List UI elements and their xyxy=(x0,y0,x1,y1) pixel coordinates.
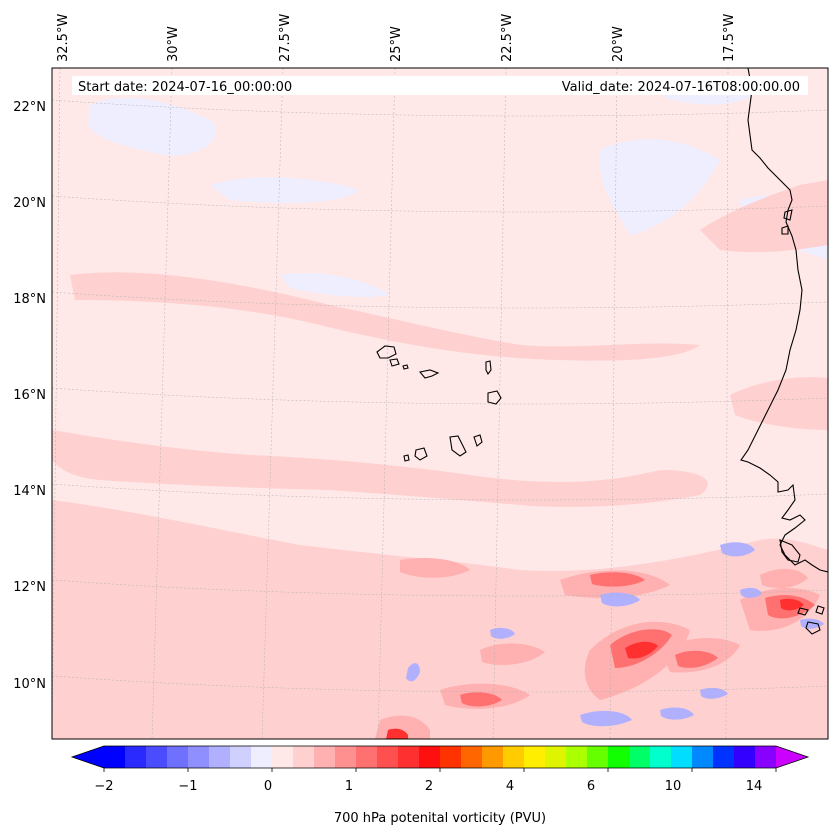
cb-tick-label-14: 14 xyxy=(746,779,763,794)
colorbar-title: 700 hPa potenital vorticity (PVU) xyxy=(334,811,546,826)
colorbar-cell xyxy=(692,746,714,768)
lon-label-20w: 20°W xyxy=(611,26,626,62)
colorbar-cell xyxy=(314,746,336,768)
island-sal xyxy=(485,360,492,376)
colorbar-cell xyxy=(734,746,756,768)
cb-tick-label-0: 0 xyxy=(264,779,272,794)
colorbar-cell xyxy=(356,746,378,768)
colorbar-cell xyxy=(482,746,504,768)
coast-detail-6 xyxy=(781,225,789,235)
coast-detail-4 xyxy=(805,621,821,635)
colorbar-cell xyxy=(335,746,357,768)
africa-coast xyxy=(740,68,828,573)
colorbar-cell xyxy=(188,746,210,768)
lon-label-27-5w: 27.5°W xyxy=(278,14,293,62)
lat-label-12n: 12°N xyxy=(13,580,46,595)
colorbar-cell xyxy=(125,746,147,768)
colorbar-cell xyxy=(209,746,231,768)
cb-tick-label-10: 10 xyxy=(665,779,682,794)
cb-tick-label-1: 1 xyxy=(345,779,353,794)
cb-tick-label-6: 6 xyxy=(587,779,595,794)
colorbar-tick-labels: −2 −1 0 1 2 4 6 10 14 xyxy=(94,779,762,794)
island-sao-nicolau xyxy=(418,369,440,379)
island-brava xyxy=(403,454,410,462)
coast-detail-5 xyxy=(783,209,793,221)
colorbar-cell xyxy=(293,746,315,768)
map-frame xyxy=(51,67,829,740)
lon-label-25w: 25°W xyxy=(389,26,404,62)
colorbar-cell xyxy=(608,746,630,768)
colorbar-ticks xyxy=(103,768,777,772)
colorbar-cell xyxy=(146,746,168,768)
colorbar-cell xyxy=(398,746,420,768)
colorbar: −2 −1 0 1 2 4 6 10 14 700 hPa potenital … xyxy=(70,745,810,826)
colorbar-cell xyxy=(713,746,735,768)
island-maio xyxy=(473,434,483,447)
colorbar-cell xyxy=(461,746,483,768)
date-label-box xyxy=(72,76,808,95)
valid-date-label: Valid_date: 2024-07-16T08:00:00.00 xyxy=(562,80,800,95)
colorbar-cell xyxy=(545,746,567,768)
island-santa-luzia xyxy=(402,364,409,370)
lat-label-22n: 22°N xyxy=(13,100,46,115)
colorbar-cell xyxy=(251,746,273,768)
island-boa-vista xyxy=(487,390,502,405)
lon-label-22-5w: 22.5°W xyxy=(500,14,515,62)
colorbar-cell xyxy=(503,746,525,768)
island-sao-vicente xyxy=(389,358,400,367)
lon-label-32-5w: 32.5°W xyxy=(56,14,71,62)
colorbar-cell xyxy=(524,746,546,768)
lat-label-16n: 16°N xyxy=(13,388,46,403)
colorbar-cell xyxy=(272,746,294,768)
pv-strong-red-regions xyxy=(386,598,804,739)
colorbar-cell xyxy=(629,746,651,768)
lon-label-17-5w: 17.5°W xyxy=(722,14,737,62)
pv-blue-regions xyxy=(406,542,824,727)
colorbar-under-arrow xyxy=(72,746,104,768)
colorbar-cell xyxy=(167,746,189,768)
latitude-labels: 22°N 20°N 18°N 16°N 14°N 12°N 10°N xyxy=(13,100,46,692)
island-fogo xyxy=(414,447,428,461)
colorbar-over-arrow xyxy=(776,746,808,768)
colorbar-cell xyxy=(104,746,126,768)
coastlines xyxy=(740,68,828,635)
coast-detail-2 xyxy=(797,607,809,616)
colorbar-cell xyxy=(587,746,609,768)
cb-tick-label-2: 2 xyxy=(425,779,433,794)
lat-label-14n: 14°N xyxy=(13,484,46,499)
coast-detail-3 xyxy=(815,605,825,615)
lat-label-18n: 18°N xyxy=(13,292,46,307)
colorbar-cell xyxy=(419,746,441,768)
colorbar-cell xyxy=(377,746,399,768)
cb-tick-label-4: 4 xyxy=(506,779,514,794)
longitude-labels: 32.5°W 30°W 27.5°W 25°W 22.5°W 20°W 17.5… xyxy=(56,14,737,62)
lon-label-30w: 30°W xyxy=(166,26,181,62)
cb-tick-label-neg1: −1 xyxy=(178,779,197,794)
coast-detail-1 xyxy=(779,539,801,563)
colorbar-cell xyxy=(566,746,588,768)
lat-label-10n: 10°N xyxy=(13,677,46,692)
colorbar-cell xyxy=(755,746,777,768)
pv-field xyxy=(52,68,828,739)
colorbar-cell xyxy=(650,746,672,768)
colorbar-cells xyxy=(104,746,777,768)
cape-verde-islands xyxy=(376,345,502,462)
island-santiago xyxy=(449,435,467,457)
colorbar-cell xyxy=(230,746,252,768)
graticule xyxy=(52,68,828,739)
colorbar-cell xyxy=(671,746,693,768)
start-date-label: Start date: 2024-07-16_00:00:00 xyxy=(78,80,292,95)
lat-label-20n: 20°N xyxy=(13,196,46,211)
island-santo-antao xyxy=(376,345,397,359)
colorbar-cell xyxy=(440,746,462,768)
cb-tick-label-neg2: −2 xyxy=(94,779,113,794)
